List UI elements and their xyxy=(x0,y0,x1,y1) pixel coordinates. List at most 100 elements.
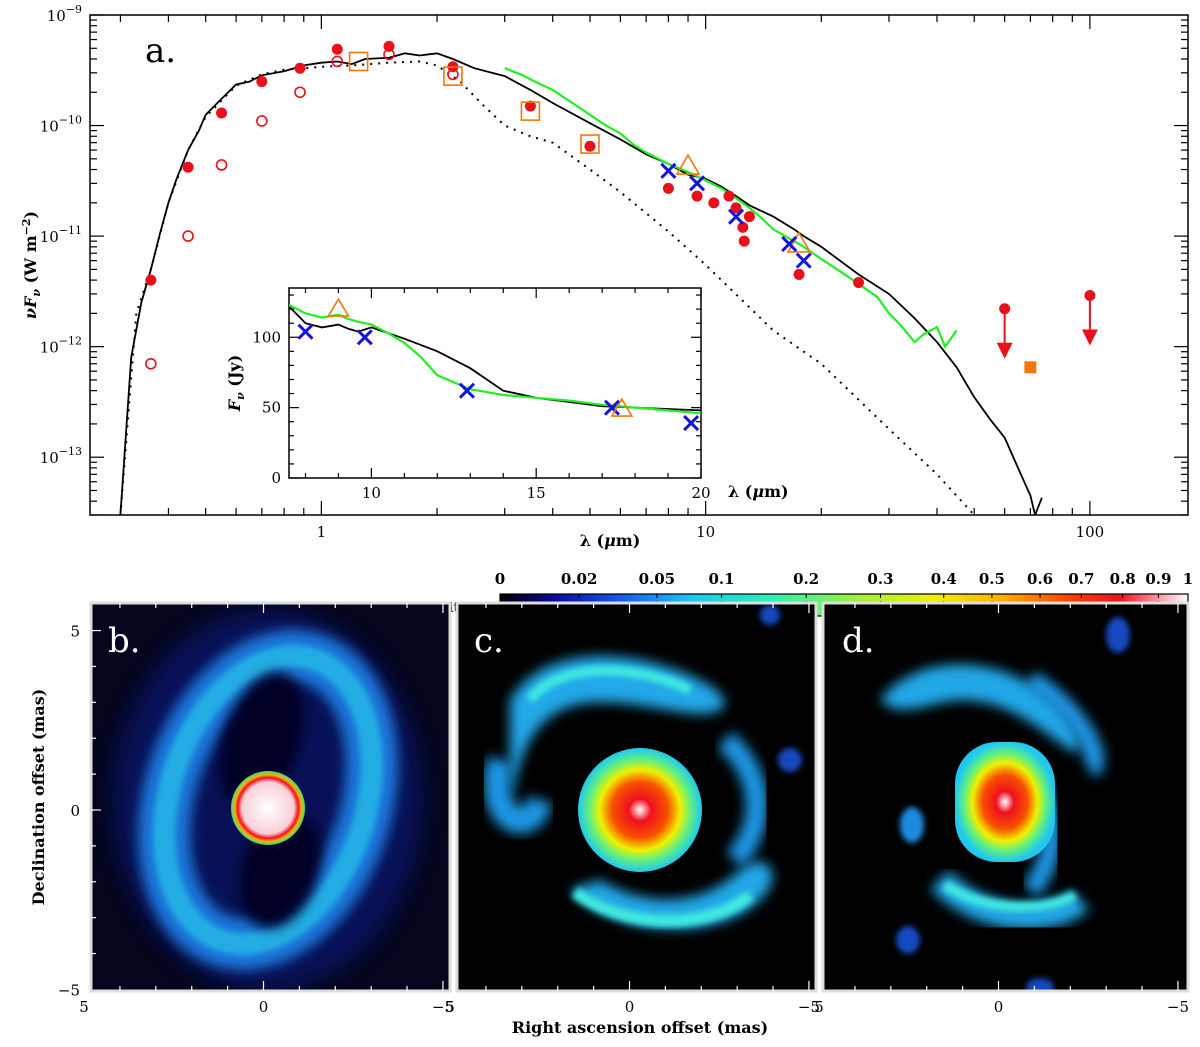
inset-y-tick-label: 100 xyxy=(252,328,281,346)
sed-cross-point xyxy=(689,175,706,192)
sed-photometry-point xyxy=(584,140,596,152)
image-x-axis-label: Right ascension offset (mas) xyxy=(512,1018,768,1037)
inset-ticks xyxy=(289,288,702,479)
image-panel-d: d. xyxy=(821,601,1190,993)
panel-label-b: b. xyxy=(108,621,141,661)
inset-y-axis-label: Fν (Jy) xyxy=(225,355,247,413)
sed-dereddened-point xyxy=(383,48,395,61)
inset-cross-point xyxy=(356,329,373,346)
inset-panel: 10 15 20 0 50 100 λ (μm) Fν (Jy) xyxy=(225,287,789,502)
image-x-tick-label: −5 xyxy=(432,998,454,1016)
image-x-tick-label: −5 xyxy=(798,998,820,1016)
inset-y-tick-label: 0 xyxy=(271,469,281,487)
image-x-tick-label: 5 xyxy=(445,998,455,1016)
image-x-tick-label: 0 xyxy=(625,998,635,1016)
sed-photometry-point xyxy=(723,190,735,202)
colorbar-tick-label: 0.6 xyxy=(1027,570,1053,588)
sed-photometry-point xyxy=(853,277,865,289)
sed-square-point xyxy=(443,66,463,86)
inset-cross-point xyxy=(297,323,314,340)
sed-photometry-point xyxy=(216,107,228,119)
colorbar-tick-label: 0 xyxy=(495,570,505,588)
sed-photometry-point xyxy=(294,62,306,74)
sed-x-tick-label: 10 xyxy=(696,523,715,541)
sed-photometry-point xyxy=(662,182,674,194)
sed-triangle-point xyxy=(786,231,812,253)
image-x-tick-label: 0 xyxy=(259,998,269,1016)
sed-photometry-point xyxy=(256,76,268,88)
colorbar-tick-label: 0.2 xyxy=(793,570,819,588)
sed-y-tick-label: 10−13 xyxy=(40,445,82,467)
sed-photometry-point xyxy=(743,211,755,223)
sed-photometry-point xyxy=(691,190,703,202)
panel-b-gap-top xyxy=(219,672,305,808)
image-x-tick-label: 5 xyxy=(79,998,89,1016)
colorbar-tick-label: 0.02 xyxy=(561,570,598,588)
inset-cross-point xyxy=(458,382,476,399)
panel-d-blob-4 xyxy=(1026,978,1054,991)
sed-x-tick-label: 1 xyxy=(317,523,327,541)
inset-tick-labels: 10 15 20 0 50 100 xyxy=(252,328,710,502)
sed-model-line xyxy=(119,52,1043,515)
sed-upper-limit-arrowhead xyxy=(996,342,1013,359)
sed-x-axis-label: λ (μm) xyxy=(580,531,641,550)
colorbar-tick-label: 0.9 xyxy=(1145,570,1171,588)
sed-dereddened-point xyxy=(331,55,344,68)
image-y-axis-label: Declination offset (mas) xyxy=(29,689,48,906)
sed-cross-point xyxy=(795,252,812,269)
panel-c-frame xyxy=(455,601,818,993)
panel-b-frame xyxy=(89,601,452,993)
image-x-tick-label: 5 xyxy=(814,998,824,1016)
sed-markers xyxy=(145,40,1098,374)
image-panel-c: c. xyxy=(455,601,818,993)
sed-y-tick-label: 10−10 xyxy=(40,114,82,136)
sed-dereddened-point xyxy=(256,115,268,127)
image-x-tick-label: −5 xyxy=(1167,998,1189,1016)
inset-y-tick-label: 50 xyxy=(262,399,281,417)
sed-dereddened-point xyxy=(447,68,459,81)
sed-photometry-point xyxy=(182,161,194,173)
inset-x-tick-label: 20 xyxy=(691,484,710,502)
inset-triangle-point xyxy=(610,397,634,417)
sed-photometry-point xyxy=(738,235,750,247)
sed-frame xyxy=(89,14,1189,516)
colorbar-tick-label: 0.1 xyxy=(708,570,734,588)
panel-c-arc-right xyxy=(717,731,768,868)
sed-cross-point xyxy=(781,235,798,252)
panel-label-d: d. xyxy=(842,621,875,661)
panel-c-blob-2 xyxy=(760,605,780,625)
sed-photometry-point xyxy=(331,43,343,55)
panel-c-arc-top-highlight xyxy=(526,665,693,704)
sed-square-point xyxy=(520,101,541,121)
panel-d-blob-1 xyxy=(900,807,924,843)
sed-y-tick-label: 10−12 xyxy=(40,335,82,357)
panel-b-ring-inner xyxy=(153,645,383,955)
colorbar-tick-label: 0.4 xyxy=(931,570,957,588)
sed-photometry-point xyxy=(737,221,749,233)
panel-d-blob-3 xyxy=(896,926,920,954)
sed-cross-point xyxy=(660,162,677,179)
sed-y-tick-label: 10−9 xyxy=(47,3,82,25)
panel-c-star xyxy=(578,748,702,872)
sed-square-point xyxy=(580,134,600,154)
image-y-tick-label: 0 xyxy=(70,802,80,820)
sed-triangle-point xyxy=(675,153,701,175)
inset-cross-point xyxy=(603,399,621,416)
panel-d-star xyxy=(955,742,1055,862)
sed-x-tick-label: 100 xyxy=(1076,523,1105,541)
colorbar-tick-label: 0.5 xyxy=(979,570,1005,588)
sed-photometry-point xyxy=(708,197,720,209)
image-tick-labels: 5 0 −55 0 −55 0 −550−5 xyxy=(58,623,1189,1016)
sed-y-axis-label: νFν (W m−2) xyxy=(20,211,43,319)
panel-label-c: c. xyxy=(474,621,504,661)
sed-photometry-point xyxy=(793,268,805,280)
panel-d-arc-bottom-highlight xyxy=(942,880,1078,912)
panel-d-blob-2 xyxy=(1106,617,1130,653)
panel-d-frame xyxy=(821,601,1190,993)
panel-c-arc-left xyxy=(484,756,553,834)
colorbar-tick-label: 0.05 xyxy=(639,570,676,588)
colorbar-ticks: 0 0.02 0.05 0.1 0.2 0.3 0.4 0.5 0.6 0.7 0.8 0.9 1 xyxy=(495,570,1193,616)
sed-dereddened-point xyxy=(182,230,194,242)
image-panel-b: b. xyxy=(89,601,452,993)
